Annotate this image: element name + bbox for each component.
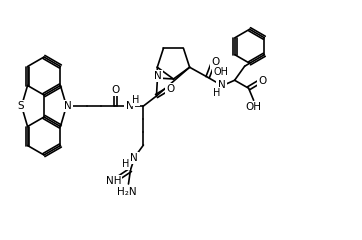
Text: H: H: [122, 159, 129, 169]
Text: H: H: [213, 88, 220, 98]
Text: O: O: [258, 76, 267, 86]
Text: O: O: [211, 57, 220, 67]
Text: S: S: [17, 101, 24, 111]
Text: H: H: [132, 95, 139, 105]
Text: O: O: [166, 84, 174, 94]
Text: NH: NH: [106, 176, 121, 186]
Text: N: N: [218, 80, 226, 90]
Text: OH: OH: [246, 102, 262, 112]
Text: N: N: [64, 101, 71, 111]
Text: N: N: [126, 101, 133, 111]
Text: H₂N: H₂N: [117, 187, 136, 197]
Text: N: N: [153, 71, 161, 81]
Text: OH: OH: [213, 67, 228, 77]
Text: O: O: [111, 85, 119, 95]
Text: N: N: [130, 153, 137, 163]
